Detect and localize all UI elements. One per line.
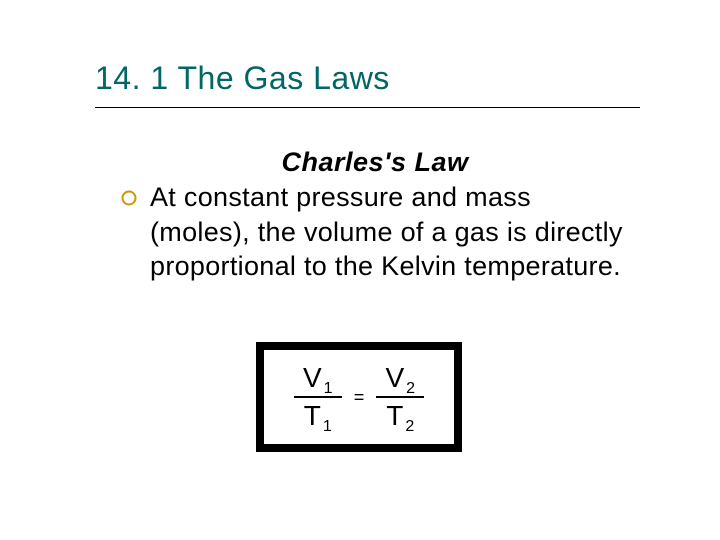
fraction-left: V 1 T 1 — [294, 362, 342, 432]
numerator-right: V 2 — [385, 362, 415, 394]
title-area: 14. 1 The Gas Laws — [95, 60, 640, 116]
law-name: Charles's Law — [120, 147, 630, 178]
body-area: Charles's Law At constant pressure and m… — [120, 147, 630, 284]
formula: V 1 T 1 = V 2 T 2 — [294, 362, 425, 432]
fraction-right: V 2 T 2 — [376, 362, 424, 432]
var-v2: V — [385, 362, 404, 394]
numerator-left: V 1 — [303, 362, 333, 394]
sub-1a: 1 — [324, 380, 333, 398]
var-t2: T — [386, 400, 403, 432]
fraction-bar-left — [294, 396, 342, 398]
var-v1: V — [303, 362, 322, 394]
fraction-bar-right — [376, 396, 424, 398]
equals-sign: = — [352, 387, 367, 408]
bullet-row: At constant pressure and mass (moles), t… — [120, 180, 630, 284]
formula-box: V 1 T 1 = V 2 T 2 — [256, 342, 462, 452]
denominator-left: T 1 — [304, 400, 332, 432]
sub-2b: 2 — [405, 418, 414, 436]
slide: 14. 1 The Gas Laws Charles's Law At cons… — [0, 0, 720, 540]
title-underline — [95, 107, 640, 108]
circle-bullet-icon — [120, 189, 140, 209]
sub-2a: 2 — [406, 380, 415, 398]
slide-title: 14. 1 The Gas Laws — [95, 60, 640, 97]
denominator-right: T 2 — [386, 400, 414, 432]
sub-1b: 1 — [323, 418, 332, 436]
var-t1: T — [304, 400, 321, 432]
bullet-text: At constant pressure and mass (moles), t… — [150, 180, 630, 284]
